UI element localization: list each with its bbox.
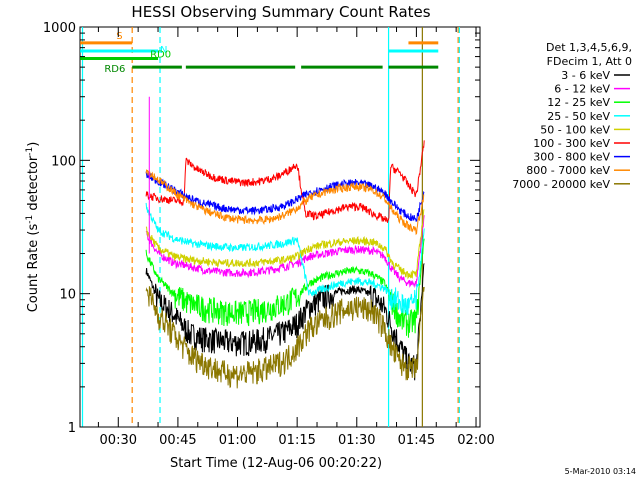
y-axis-label-sup: -1: [25, 215, 35, 224]
legend-label: 12 - 25 keV: [547, 96, 610, 109]
y-axis-label: Count Rate (s-1 detector-1): [25, 142, 41, 313]
series-line: [145, 169, 425, 236]
y-axis-label-part: ): [26, 142, 41, 147]
flag-label: RD0: [150, 50, 171, 61]
y-axis-label-part: detector: [26, 155, 41, 215]
legend-label: 6 - 12 keV: [554, 83, 610, 96]
flag-label: RD6: [104, 64, 125, 75]
legend-label: 300 - 800 keV: [533, 151, 610, 164]
y-tick-label: 10: [59, 288, 76, 303]
legend-label: 800 - 7000 keV: [526, 164, 610, 177]
x-tick-label: 02:00: [457, 433, 494, 448]
chart-title: HESSI Observing Summary Count Rates: [131, 3, 430, 21]
legend-label: 25 - 50 keV: [547, 110, 610, 123]
y-axis-label-part: Count Rate (s: [26, 224, 41, 313]
y-tick-label: 1000: [43, 21, 76, 36]
legend-label: 50 - 100 keV: [540, 123, 610, 136]
x-tick-label: 01:30: [338, 433, 375, 448]
series-line: [145, 238, 425, 338]
x-tick-label: 00:45: [159, 433, 196, 448]
y-tick-label: 1: [68, 421, 76, 436]
legend-label: 7000 - 20000 keV: [512, 178, 610, 191]
plot-frame: [79, 26, 481, 428]
x-tick-label: 01:45: [398, 433, 435, 448]
x-tick-label: 00:30: [100, 433, 137, 448]
x-tick-label: 01:00: [219, 433, 256, 448]
y-tick-label: 100: [51, 154, 76, 169]
timestamp: 5-Mar-2010 03:14: [565, 467, 636, 476]
x-axis: 00:30 00:45 01:00 01:15 01:30 01:45 02:00: [97, 27, 495, 448]
legend-header: Det 1,3,4,5,6,9,: [546, 41, 632, 54]
x-tick-label: 01:15: [278, 433, 315, 448]
series-layer: [145, 96, 425, 389]
series-line: [145, 202, 425, 316]
flag-label: N: [160, 45, 167, 56]
series-line: [145, 215, 425, 289]
y-axis-label-sup: -1: [25, 147, 35, 156]
series-line: [145, 140, 425, 223]
legend-label: 100 - 300 keV: [533, 137, 610, 150]
series-line: [145, 286, 425, 389]
flag-label: S: [116, 31, 122, 42]
legend-header: FDecim 1, Att 0: [547, 55, 632, 68]
x-axis-label: Start Time (12-Aug-06 00:20:22): [170, 456, 382, 471]
legend: Det 1,3,4,5,6,9,FDecim 1, Att 03 - 6 keV…: [512, 41, 632, 191]
series-line: [145, 209, 425, 280]
series-line: [145, 263, 425, 381]
legend-label: 3 - 6 keV: [561, 69, 610, 82]
y-axis: 1 10 100 1000: [43, 21, 480, 436]
series-line: [145, 171, 425, 222]
